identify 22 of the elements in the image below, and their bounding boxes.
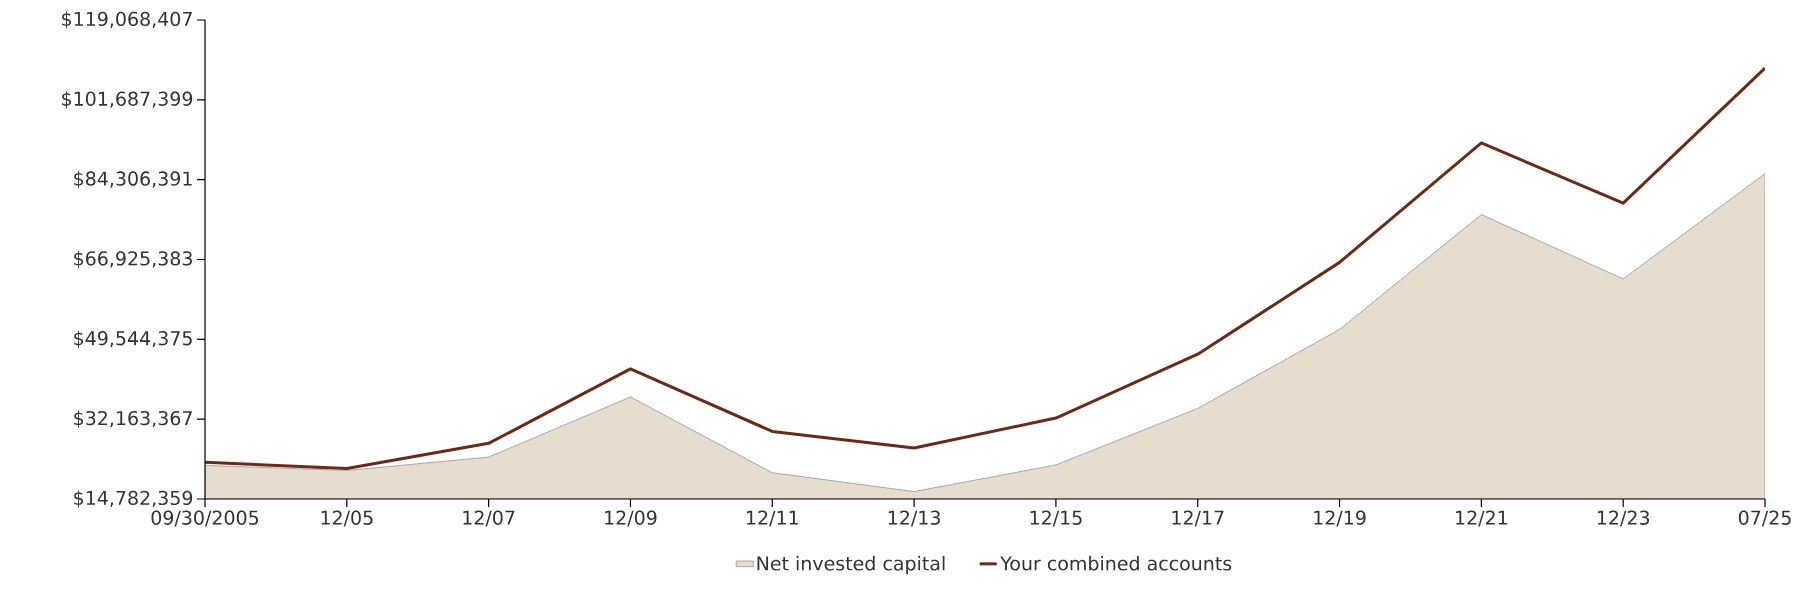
legend-label: Your combined accounts [1000, 555, 1232, 571]
x-tick-label: 12/09 [605, 510, 657, 527]
x-tick-label: 12/23 [1597, 510, 1650, 527]
x-tick-label: 07/25 [1738, 510, 1791, 527]
x-tick-label: 12/19 [1314, 510, 1366, 527]
y-tick-label: $14,782,359 [74, 490, 193, 508]
x-tick-label: 12/13 [888, 510, 940, 527]
x-tick-label: 09/30/2005 [151, 510, 259, 527]
y-tick-label: $32,163,367 [74, 410, 192, 428]
line-series [205, 66, 1766, 471]
x-tick-label: 12/07 [463, 510, 515, 527]
y-tick-label: $101,687,399 [62, 91, 193, 109]
x-tick-label: 12/15 [1030, 510, 1082, 527]
x-tick-label: 12/21 [1456, 510, 1507, 527]
y-tick-label: $84,306,391 [74, 171, 192, 189]
legend-label: Net invested capital [757, 555, 945, 575]
x-tick-label: 12/05 [321, 510, 373, 527]
y-tick-label: $119,068,407 [62, 11, 192, 29]
y-tick-label: $66,925,383 [74, 250, 192, 269]
y-tick-label: $49,544,375 [74, 330, 192, 348]
x-tick-label: 12/11 [746, 510, 798, 527]
x-tick-label: 12/17 [1172, 510, 1224, 527]
